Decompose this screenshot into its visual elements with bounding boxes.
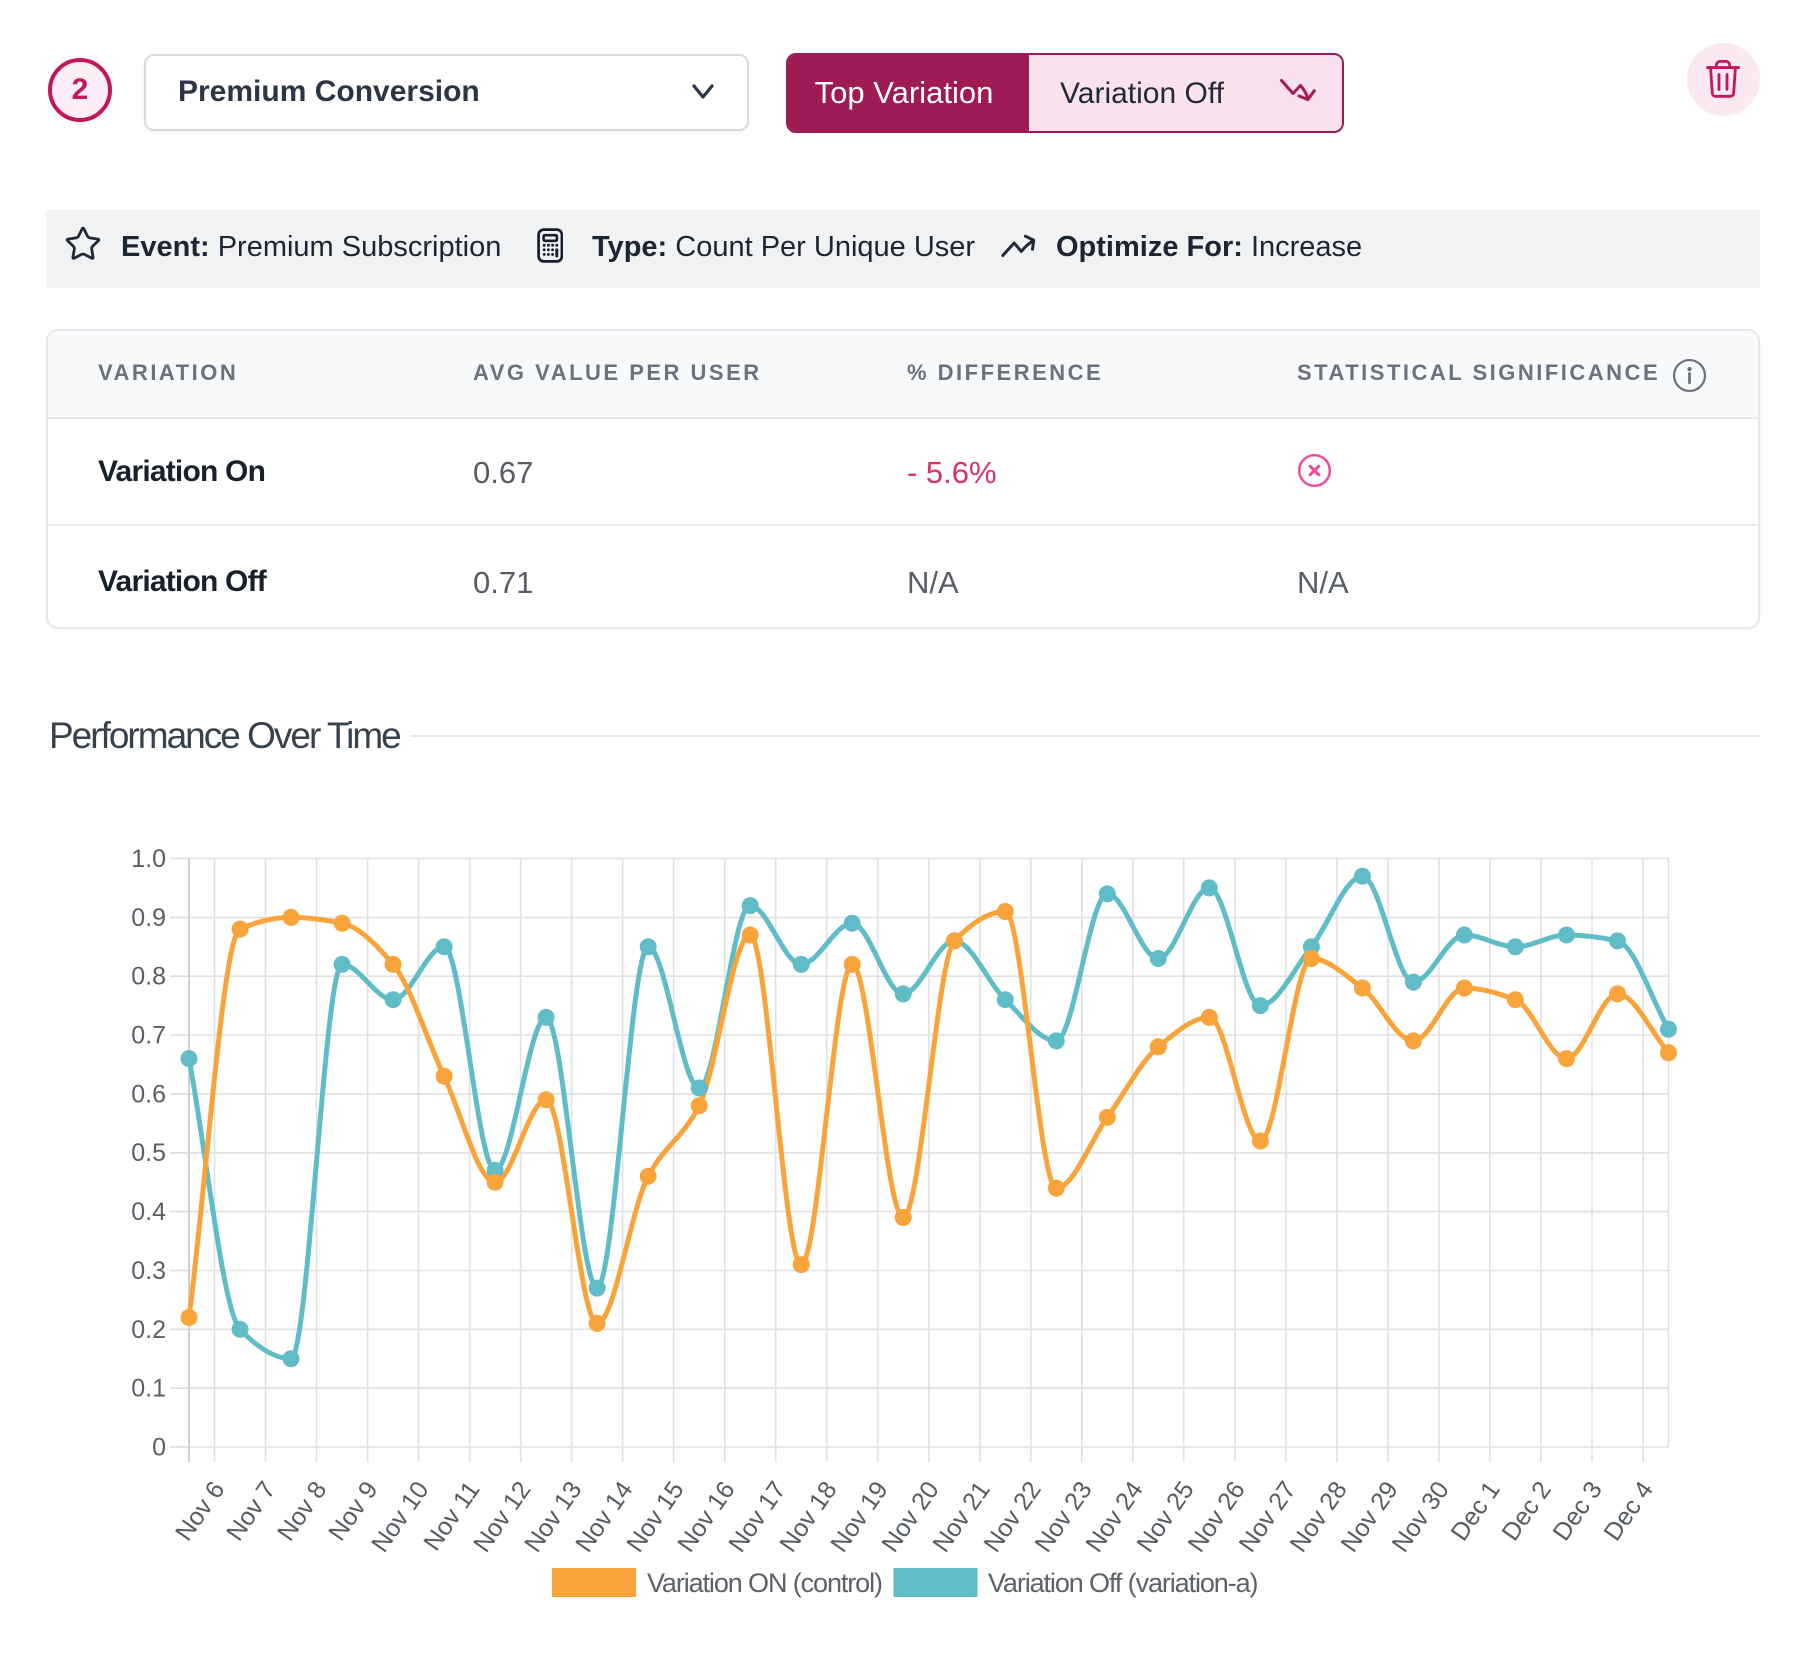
svg-text:0.9: 0.9 (131, 904, 166, 932)
svg-text:Dec 3: Dec 3 (1548, 1476, 1608, 1546)
svg-text:1.0: 1.0 (131, 845, 166, 873)
svg-text:Dec 4: Dec 4 (1599, 1476, 1659, 1546)
svg-text:0: 0 (152, 1434, 166, 1462)
svg-text:0.2: 0.2 (131, 1316, 166, 1344)
svg-text:0.7: 0.7 (131, 1022, 166, 1050)
svg-text:0.1: 0.1 (131, 1375, 166, 1403)
svg-text:Variation ON (control): Variation ON (control) (647, 1568, 882, 1598)
svg-text:Nov 6: Nov 6 (170, 1476, 230, 1546)
svg-text:Nov 7: Nov 7 (221, 1476, 281, 1546)
svg-text:0.8: 0.8 (131, 963, 166, 991)
svg-text:0.4: 0.4 (131, 1198, 166, 1226)
svg-text:0.3: 0.3 (131, 1257, 166, 1285)
svg-text:0.5: 0.5 (131, 1139, 166, 1167)
svg-text:Nov 8: Nov 8 (272, 1476, 332, 1546)
svg-text:Dec 2: Dec 2 (1497, 1476, 1557, 1546)
svg-text:Variation Off (variation-a): Variation Off (variation-a) (988, 1568, 1258, 1598)
svg-text:0.6: 0.6 (131, 1080, 166, 1108)
svg-text:Dec 1: Dec 1 (1445, 1476, 1505, 1546)
